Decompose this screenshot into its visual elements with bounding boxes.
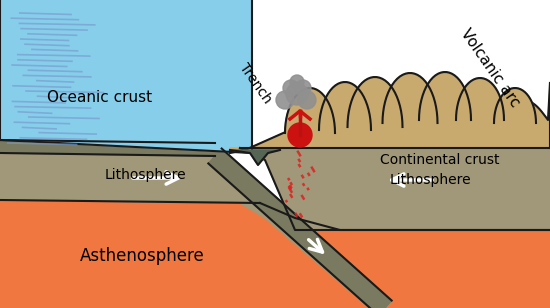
Text: Continental crust: Continental crust (380, 153, 500, 167)
Circle shape (295, 80, 311, 96)
Text: Volcanic arc: Volcanic arc (458, 26, 522, 110)
Polygon shape (419, 72, 471, 120)
Polygon shape (348, 77, 403, 127)
Polygon shape (240, 148, 550, 230)
Polygon shape (208, 148, 392, 308)
Text: Lithosphere: Lithosphere (105, 168, 186, 182)
Circle shape (288, 123, 312, 147)
Circle shape (283, 80, 299, 96)
Circle shape (298, 91, 316, 109)
Polygon shape (0, 0, 252, 153)
Circle shape (276, 91, 294, 109)
Polygon shape (230, 150, 280, 165)
Text: Trench: Trench (236, 60, 274, 106)
Polygon shape (456, 78, 504, 120)
Polygon shape (285, 88, 335, 133)
Polygon shape (230, 83, 550, 153)
Polygon shape (319, 82, 371, 130)
Polygon shape (0, 140, 222, 156)
Circle shape (286, 83, 308, 105)
Polygon shape (494, 88, 536, 123)
Polygon shape (0, 153, 392, 308)
Text: Oceanic crust: Oceanic crust (47, 91, 152, 106)
Text: Lithosphere: Lithosphere (390, 173, 472, 187)
Polygon shape (382, 73, 437, 123)
Text: Asthenosphere: Asthenosphere (80, 247, 205, 265)
Circle shape (290, 75, 304, 89)
Polygon shape (0, 200, 550, 308)
